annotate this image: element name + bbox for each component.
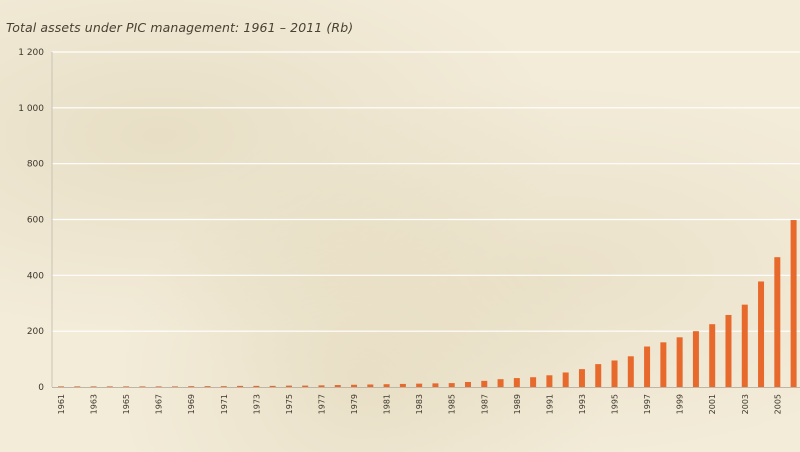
y-tick-label: 800 [27, 160, 44, 170]
y-tick-label: 200 [27, 327, 44, 337]
bar [530, 377, 537, 387]
bar [627, 356, 634, 387]
bar [220, 386, 227, 387]
gridlines [51, 51, 800, 387]
bar [367, 384, 374, 387]
x-tick-label: 1997 [643, 394, 652, 414]
bar [123, 386, 130, 387]
x-tick-label: 1983 [415, 394, 424, 414]
x-tick-label: 1963 [90, 394, 99, 414]
chart-title: Total assets under PIC management: 1961 … [6, 20, 354, 35]
bar [611, 360, 618, 387]
y-tick-label: 0 [38, 383, 44, 393]
y-tick-label: 400 [27, 271, 44, 281]
bar [383, 384, 390, 387]
bar [139, 386, 146, 387]
bar [188, 386, 195, 387]
y-tick-label: 600 [27, 216, 44, 226]
bar [74, 386, 81, 387]
x-tick-label: 1967 [155, 394, 164, 414]
bar [497, 379, 504, 387]
bar [302, 385, 309, 387]
x-tick-label: 1985 [448, 394, 457, 414]
bar [709, 324, 716, 387]
bar [758, 281, 765, 387]
x-tick-label: 1965 [122, 394, 131, 414]
bar [334, 385, 341, 387]
bar [253, 385, 260, 387]
x-tick-label: 1971 [220, 394, 229, 414]
x-tick-label: 2003 [741, 394, 750, 414]
bar [595, 364, 602, 387]
x-tick-label: 1993 [578, 394, 587, 414]
bar [416, 383, 423, 387]
x-tick-label: 1989 [513, 394, 522, 414]
bar [741, 304, 748, 387]
bar [513, 378, 520, 387]
bar [578, 369, 585, 387]
bar [562, 372, 569, 387]
x-tick-label: 2005 [773, 394, 782, 414]
bar [106, 386, 113, 387]
y-axis-ticks: 0 200 400 600 800 1 000 1 200 [18, 48, 44, 393]
bar [285, 385, 292, 387]
x-axis-ticks: 1961 1963 1965 1967 1969 1971 1973 1975 1977 1979… [57, 394, 782, 414]
bar [204, 386, 211, 387]
bar [399, 383, 406, 387]
bar [318, 385, 325, 387]
x-tick-label: 1999 [676, 394, 685, 414]
x-tick-label: 1991 [545, 394, 554, 414]
x-tick-label: 1969 [187, 394, 196, 414]
bar [692, 331, 699, 387]
bar [546, 375, 553, 387]
x-tick-label: 2001 [708, 394, 717, 414]
bar [774, 257, 781, 387]
bar [171, 386, 178, 387]
bar [725, 314, 732, 387]
x-tick-label: 1979 [350, 394, 359, 414]
bar [644, 346, 651, 387]
y-tick-label: 1 200 [18, 48, 44, 58]
x-tick-label: 1981 [383, 394, 392, 414]
bar [790, 220, 797, 387]
x-tick-label: 1961 [57, 394, 66, 414]
x-tick-label: 1977 [317, 394, 326, 414]
x-tick-label: 1973 [252, 394, 261, 414]
bar [155, 386, 162, 387]
bar [269, 385, 276, 387]
bar [237, 385, 244, 387]
bar [90, 386, 97, 387]
bar [676, 337, 683, 387]
x-tick-label: 1995 [611, 394, 620, 414]
bar [465, 381, 471, 387]
bar [481, 380, 488, 387]
bar [432, 383, 439, 387]
bar [58, 386, 64, 387]
y-tick-label: 1 000 [18, 104, 44, 114]
bar [660, 342, 667, 387]
bar [351, 384, 358, 387]
bars [58, 220, 797, 387]
x-tick-label: 1987 [480, 394, 489, 414]
x-tick-label: 1975 [285, 394, 294, 414]
bar [448, 383, 455, 387]
